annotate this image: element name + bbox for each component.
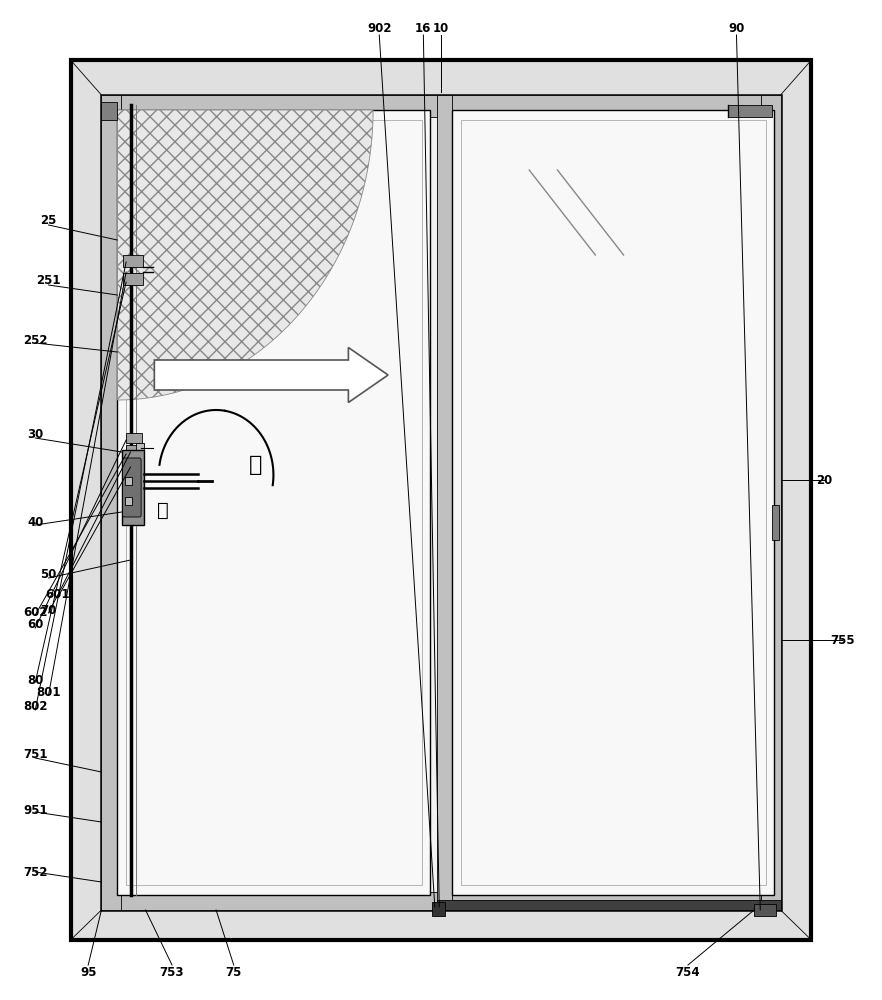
Text: 751: 751 (23, 748, 48, 762)
Text: 90: 90 (729, 21, 744, 34)
Bar (71, 60, 811, 940)
Text: 75: 75 (226, 966, 242, 978)
Bar (125, 477, 132, 485)
Bar (125, 497, 132, 505)
Bar (126, 120, 422, 885)
Text: 755: 755 (830, 634, 855, 647)
Text: 80: 80 (27, 674, 43, 686)
Text: 20: 20 (817, 474, 833, 487)
Bar (754, 904, 776, 916)
Bar (101, 102, 117, 120)
FancyBboxPatch shape (123, 458, 141, 517)
Text: 753: 753 (160, 966, 184, 978)
Polygon shape (117, 110, 373, 400)
Text: 602: 602 (23, 605, 48, 618)
Text: 30: 30 (27, 428, 43, 442)
Bar (437, 900, 781, 910)
Bar (437, 95, 452, 910)
Text: 801: 801 (36, 686, 61, 698)
Bar (126, 445, 142, 455)
Text: 关: 关 (157, 500, 169, 520)
Bar (761, 95, 781, 910)
Bar (101, 95, 121, 910)
Text: 754: 754 (676, 966, 700, 978)
Text: 10: 10 (433, 21, 449, 34)
Bar (117, 110, 430, 895)
Text: 951: 951 (23, 804, 48, 816)
Text: 95: 95 (80, 966, 96, 978)
Text: 60: 60 (27, 618, 43, 632)
Text: 601: 601 (45, 588, 70, 601)
Text: 252: 252 (23, 334, 48, 347)
Bar (432, 902, 445, 916)
FancyArrow shape (154, 348, 388, 402)
Bar (136, 443, 144, 452)
Text: 40: 40 (27, 516, 43, 528)
Bar (452, 110, 774, 895)
Bar (772, 505, 779, 540)
Text: 752: 752 (23, 865, 48, 879)
Bar (101, 892, 781, 910)
Bar (123, 273, 143, 285)
Bar (728, 105, 772, 117)
Bar (461, 120, 766, 885)
Text: 16: 16 (415, 21, 431, 34)
Text: 50: 50 (41, 568, 56, 582)
Bar (123, 255, 143, 267)
Bar (101, 95, 781, 117)
Bar (126, 433, 142, 443)
Text: 70: 70 (41, 603, 56, 616)
Text: 25: 25 (41, 214, 56, 227)
Bar (122, 450, 144, 525)
Text: 902: 902 (367, 21, 392, 34)
Text: 251: 251 (36, 273, 61, 286)
Text: 开: 开 (249, 455, 263, 475)
Bar (101, 95, 781, 910)
Text: 802: 802 (23, 700, 48, 714)
